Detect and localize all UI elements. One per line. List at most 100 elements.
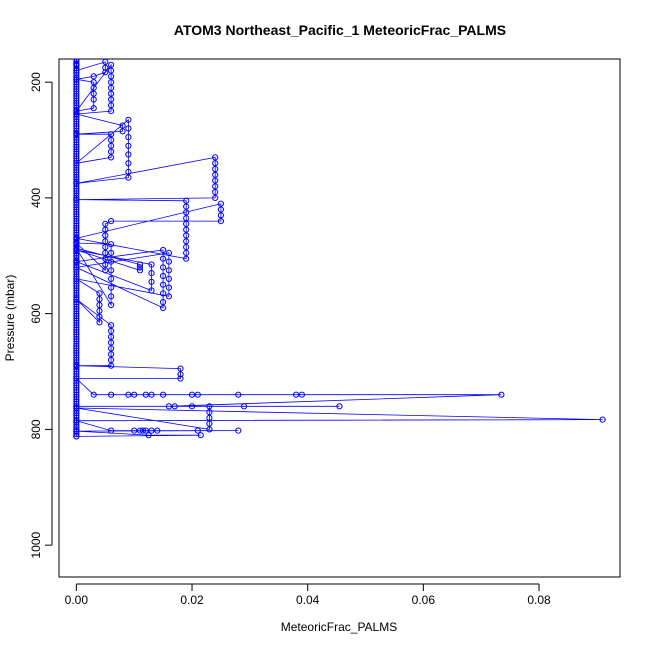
data-point (177, 371, 184, 378)
y-tick-label: 800 (29, 419, 43, 439)
data-point (73, 222, 80, 229)
data-point (73, 127, 80, 134)
data-point (108, 73, 115, 80)
data-point (73, 287, 80, 294)
data-point (73, 393, 80, 401)
series-group (73, 59, 606, 440)
data-point (73, 433, 80, 440)
data-point (73, 116, 80, 123)
data-point (73, 333, 80, 340)
data-point (160, 304, 167, 311)
data-point (102, 261, 109, 268)
data-point (73, 74, 80, 81)
data-point (194, 391, 201, 398)
x-axis-label: MeteoricFrac_PALMS (281, 620, 397, 634)
data-point (73, 380, 80, 387)
data-point (73, 134, 80, 141)
data-point (241, 403, 248, 410)
data-point (177, 365, 184, 372)
data-point (73, 273, 80, 280)
data-point (73, 92, 80, 100)
data-point (73, 220, 80, 227)
data-point (73, 326, 80, 333)
data-point (102, 244, 109, 251)
data-point (73, 370, 80, 377)
data-point (73, 410, 80, 417)
data-point (90, 84, 97, 92)
data-point (73, 227, 80, 234)
data-point (136, 264, 144, 271)
data-point (148, 270, 155, 277)
data-point (212, 154, 219, 161)
data-point (73, 419, 80, 426)
data-point (73, 224, 80, 232)
data-point (73, 345, 80, 352)
data-point (73, 150, 80, 157)
data-point (90, 96, 97, 103)
data-point (73, 218, 80, 225)
data-point (73, 111, 80, 118)
data-point (73, 340, 80, 347)
data-point (73, 430, 80, 438)
data-point (217, 206, 224, 213)
data-point (165, 275, 172, 282)
data-point (96, 319, 103, 326)
data-point (73, 141, 80, 148)
data-point (108, 327, 115, 335)
data-point (102, 59, 109, 65)
data-point (108, 84, 115, 92)
data-point (73, 398, 80, 405)
data-point (125, 116, 132, 123)
data-point (599, 416, 606, 423)
data-point (160, 299, 167, 306)
data-point (183, 209, 190, 216)
data-point (108, 108, 115, 115)
x-tick-label: 0.00 (65, 593, 89, 607)
data-point (73, 208, 80, 215)
data-point (160, 246, 167, 254)
data-point (108, 79, 115, 86)
data-point (148, 287, 155, 294)
data-point (73, 421, 80, 428)
data-point (498, 391, 505, 398)
data-point (73, 146, 80, 153)
data-point (73, 62, 80, 70)
data-point (212, 194, 219, 201)
data-point (90, 79, 97, 86)
data-point (188, 403, 196, 410)
data-point (102, 267, 109, 274)
data-point (183, 238, 190, 245)
data-point (73, 132, 80, 139)
data-point (73, 377, 80, 384)
data-point (73, 299, 80, 306)
data-point (73, 162, 80, 169)
data-point (183, 220, 190, 227)
data-point (108, 154, 115, 161)
data-point (73, 234, 80, 241)
data-point (73, 285, 80, 292)
data-point (108, 345, 115, 352)
data-point (108, 131, 115, 138)
data-point (73, 171, 80, 178)
data-point (108, 61, 115, 68)
data-point (73, 296, 80, 303)
data-point (73, 294, 80, 301)
data-point (73, 59, 80, 65)
data-point (73, 301, 80, 308)
data-point (73, 268, 80, 276)
data-point (90, 73, 97, 80)
x-tick-label: 0.04 (296, 593, 320, 607)
data-point (102, 69, 109, 76)
data-point (73, 72, 80, 79)
data-point (73, 164, 80, 171)
data-point (73, 336, 80, 343)
data-point (160, 281, 167, 288)
data-point (73, 204, 80, 211)
data-point (73, 65, 80, 72)
data-point (108, 241, 115, 248)
data-point (73, 99, 80, 107)
data-point (73, 264, 80, 271)
data-point (148, 261, 155, 268)
data-point (73, 389, 80, 396)
